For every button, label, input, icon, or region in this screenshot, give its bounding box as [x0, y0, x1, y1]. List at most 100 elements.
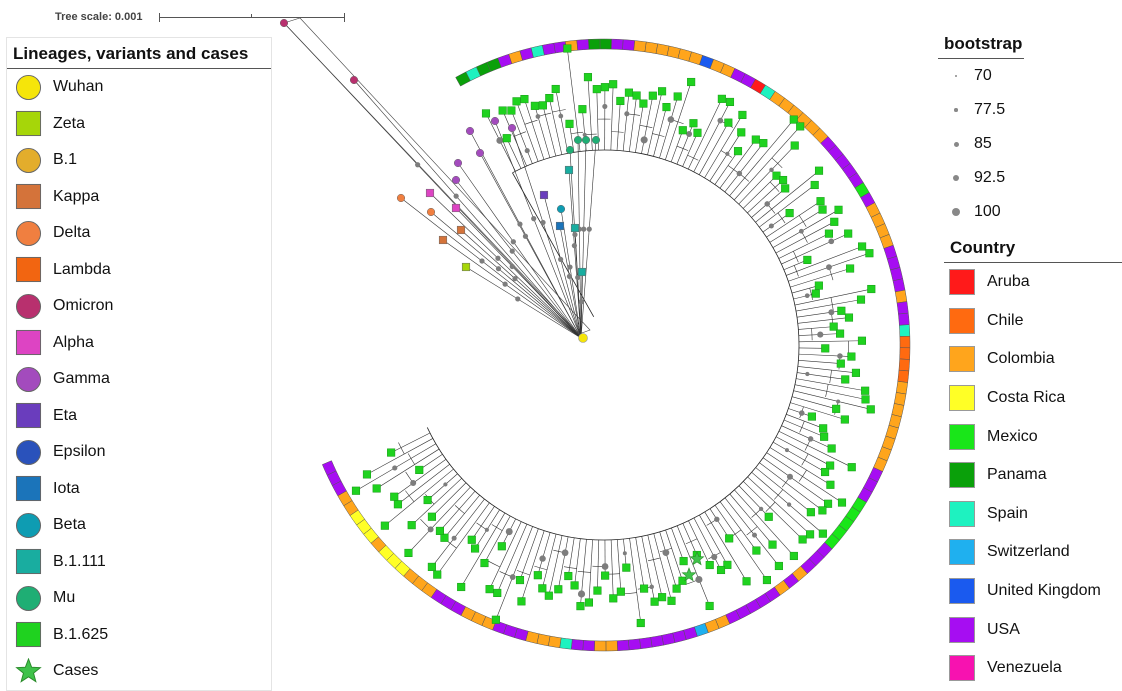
bootstrap-node	[828, 309, 834, 315]
branch	[589, 540, 593, 603]
tip-b1625	[807, 508, 815, 516]
bootstrap-node	[510, 574, 516, 580]
country-legend-item-panama: Panama	[944, 456, 1122, 495]
variant-tip	[578, 268, 586, 276]
circle-icon	[15, 512, 42, 539]
branch	[507, 138, 521, 168]
bootstrap-node	[695, 576, 702, 583]
tip-b1625	[819, 530, 827, 538]
bootstrap-node	[540, 220, 545, 225]
ring-segment-usa	[623, 40, 635, 51]
branch	[683, 523, 697, 555]
tip-b1625	[649, 92, 657, 100]
branch	[756, 468, 811, 513]
star-icon	[15, 658, 42, 685]
tip-b1625	[415, 466, 423, 474]
bootstrap-node	[510, 264, 515, 269]
bootstrap-node	[428, 526, 434, 532]
lineage-legend-item-beta: Beta	[7, 507, 271, 544]
bootstrap-node	[787, 474, 793, 480]
bootstrap-node	[567, 274, 572, 279]
branch	[648, 91, 663, 155]
tip-b1625	[848, 463, 856, 471]
tip-b1625	[790, 116, 798, 124]
branch	[779, 431, 852, 467]
lineage-legend-item-delta: Delta	[7, 215, 271, 252]
bootstrap-legend-item: 100	[938, 195, 1024, 229]
lineage-legend-item-cases: Cases	[7, 653, 271, 690]
tip-b1625	[387, 449, 395, 457]
bootstrap-legend-label: 70	[974, 67, 992, 85]
bootstrap-node	[828, 238, 834, 244]
variant-tip	[462, 263, 470, 271]
tip-b1625	[815, 167, 823, 175]
branch-arc	[525, 120, 538, 124]
lineage-legend-item-b-1-111: B.1.111	[7, 544, 271, 581]
tip-b1625	[861, 387, 869, 395]
tip-b1625	[508, 107, 516, 115]
branch	[377, 449, 439, 488]
branch	[666, 530, 683, 581]
circle-icon	[15, 220, 42, 247]
tip-b1625	[564, 572, 572, 580]
branch	[739, 486, 769, 517]
tip-b1625	[844, 230, 852, 238]
bootstrap-node	[805, 372, 809, 376]
ring-segment-colombia	[548, 636, 561, 648]
tip-b1625	[640, 100, 648, 108]
tip-b1625	[786, 209, 794, 217]
lineage-legend-item-b-1-625: B.1.625	[7, 617, 271, 654]
tip-b1625	[827, 481, 835, 489]
tip-b1625	[545, 94, 553, 102]
bootstrap-node	[764, 201, 770, 207]
tip-b1625	[821, 345, 829, 353]
branch	[635, 104, 643, 153]
tip-b1625	[687, 78, 695, 86]
variant-tip	[466, 127, 474, 135]
tip-b1625	[836, 330, 844, 338]
tip-b1625	[679, 126, 687, 134]
variant-tip	[454, 159, 462, 167]
bootstrap-node	[536, 114, 541, 119]
tip-b1625	[594, 587, 602, 595]
circle-icon	[15, 439, 42, 466]
tip-b1625	[717, 566, 725, 574]
tip-b1625	[436, 527, 444, 535]
tip-b1625	[601, 572, 609, 580]
circle-icon	[15, 366, 42, 393]
tip-b1625	[726, 98, 734, 106]
bootstrap-node	[649, 585, 654, 590]
branch-arc	[831, 297, 833, 310]
bootstrap-node	[769, 168, 774, 173]
bootstrap-node	[624, 111, 629, 116]
tip-b1625	[779, 176, 787, 184]
lineage-legend-label: Lambda	[53, 261, 111, 279]
ring-segment-panama	[600, 39, 612, 49]
tip-b1625	[815, 282, 823, 290]
branch	[694, 102, 730, 172]
lineage-legend-label: Eta	[53, 407, 77, 425]
tip-b1625	[820, 433, 828, 441]
tip-b1625	[858, 243, 866, 251]
tree-scale-bar	[159, 17, 345, 18]
variant-tip	[397, 194, 405, 202]
bootstrap-node	[523, 234, 528, 239]
tip-b1625	[658, 87, 666, 95]
lineage-legend-item-gamma: Gamma	[7, 361, 271, 398]
branch	[799, 354, 852, 356]
bootstrap-node	[787, 502, 791, 506]
tip-b1625	[516, 576, 524, 584]
branch-arc	[728, 166, 738, 173]
branch	[683, 133, 698, 167]
lineage-legend-label: Alpha	[53, 334, 94, 352]
bootstrap-legend-item: 70	[938, 59, 1024, 93]
country-legend-label: Aruba	[987, 273, 1030, 291]
bootstrap-node	[452, 536, 457, 541]
country-swatch	[949, 617, 975, 643]
bootstrap-node	[510, 249, 515, 254]
tip-b1625	[566, 120, 574, 128]
tip-b1625	[468, 536, 476, 544]
branch-arc	[772, 158, 782, 168]
variant-tip	[556, 222, 564, 230]
